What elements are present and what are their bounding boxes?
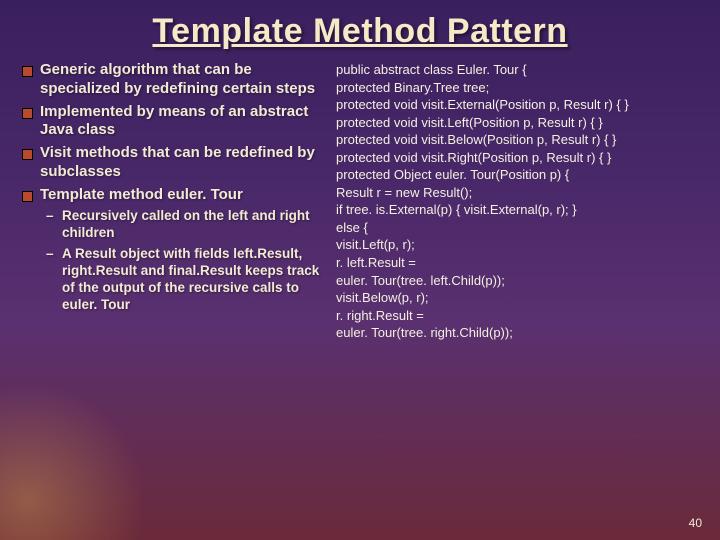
bullet-item: Implemented by means of an abstract Java…	[20, 103, 330, 141]
bullet-item: Template method euler. Tour	[20, 186, 330, 205]
code-line: public abstract class Euler. Tour {	[336, 61, 700, 79]
bullet-item: Generic algorithm that can be specialize…	[20, 61, 330, 99]
sub-bullet-list: Recursively called on the left and right…	[46, 208, 330, 313]
code-line: protected Binary.Tree tree;	[336, 79, 700, 97]
page-number: 40	[689, 516, 702, 530]
slide: Template Method Pattern Generic algorith…	[0, 0, 720, 540]
code-line: r. right.Result =	[336, 307, 700, 325]
code-line: r. left.Result =	[336, 254, 700, 272]
sub-bullet-item: Recursively called on the left and right…	[46, 208, 330, 242]
code-line: protected Object euler. Tour(Position p)…	[336, 166, 700, 184]
code-line: protected void visit.External(Position p…	[336, 96, 700, 114]
code-column: public abstract class Euler. Tour { prot…	[336, 61, 700, 342]
code-line: visit.Left(p, r);	[336, 236, 700, 254]
code-line: if tree. is.External(p) { visit.External…	[336, 201, 700, 219]
slide-title: Template Method Pattern	[20, 12, 700, 51]
code-line: protected void visit.Left(Position p, Re…	[336, 114, 700, 132]
code-line: euler. Tour(tree. left.Child(p));	[336, 272, 700, 290]
bullet-list: Generic algorithm that can be specialize…	[20, 61, 330, 204]
code-line: Result r = new Result();	[336, 184, 700, 202]
code-line: protected void visit.Below(Position p, R…	[336, 131, 700, 149]
corner-decoration	[0, 340, 140, 540]
bullet-item: Visit methods that can be redefined by s…	[20, 144, 330, 182]
content-columns: Generic algorithm that can be specialize…	[20, 61, 700, 342]
code-line: else {	[336, 219, 700, 237]
code-line: protected void visit.Right(Position p, R…	[336, 149, 700, 167]
sub-bullet-item: A Result object with fields left.Result,…	[46, 246, 330, 314]
left-column: Generic algorithm that can be specialize…	[20, 61, 330, 342]
code-line: visit.Below(p, r);	[336, 289, 700, 307]
code-line: euler. Tour(tree. right.Child(p));	[336, 324, 700, 342]
